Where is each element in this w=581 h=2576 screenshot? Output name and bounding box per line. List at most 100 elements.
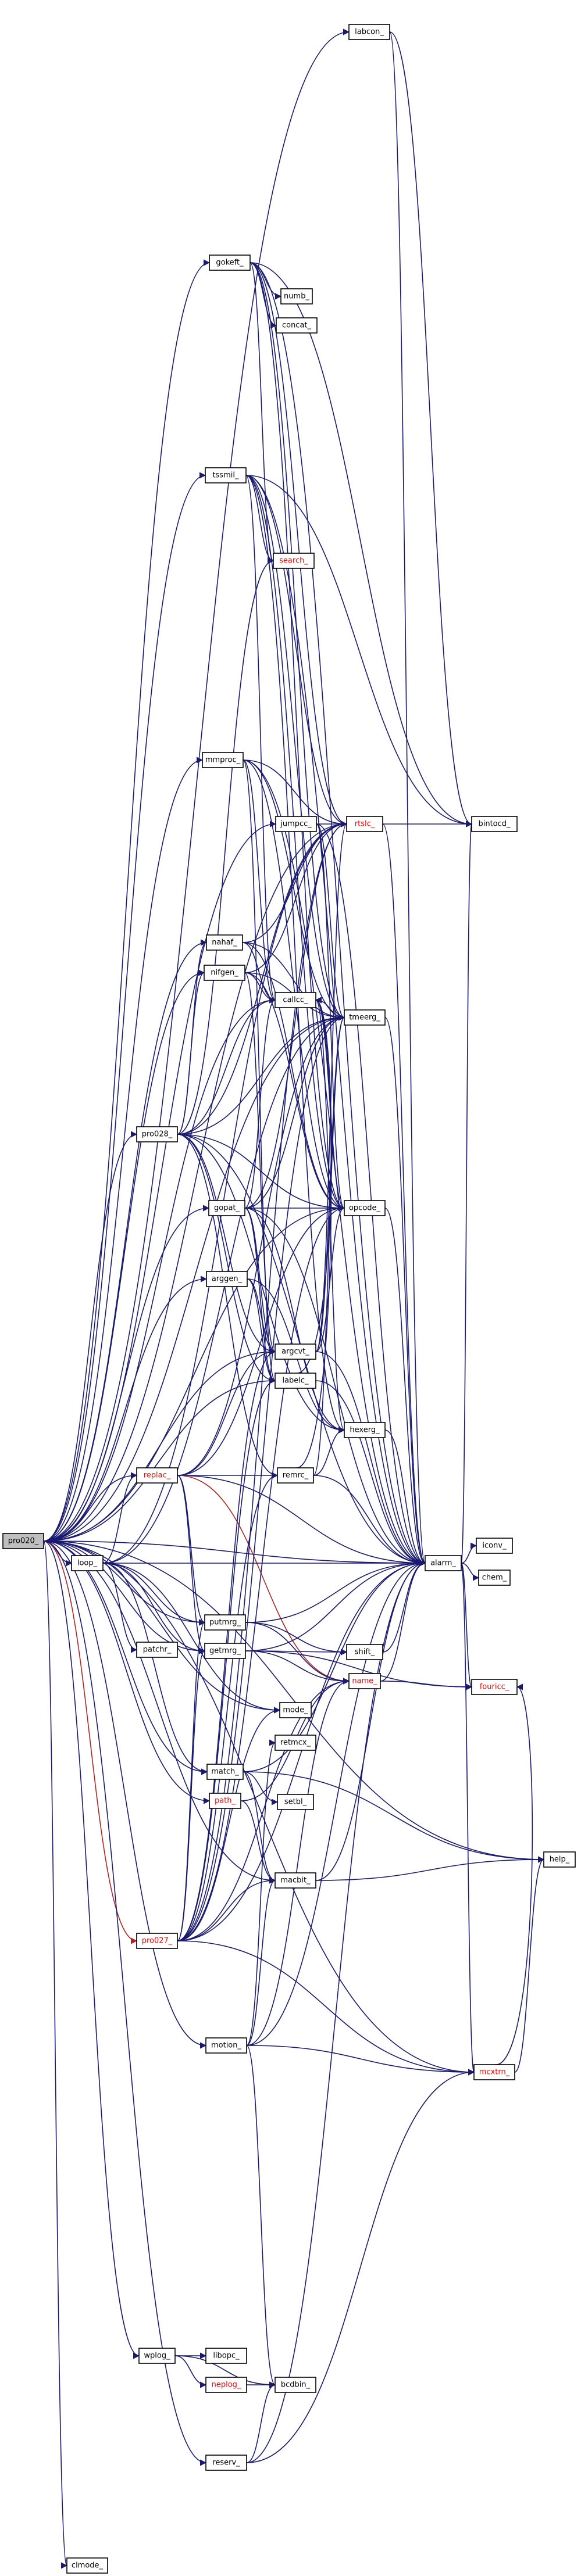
node-shift[interactable]: shift_	[346, 1644, 383, 1660]
node-remrc[interactable]: remrc_	[277, 1467, 314, 1484]
node-box-clmode[interactable]	[66, 2557, 108, 2574]
node-box-remrc[interactable]	[277, 1467, 314, 1484]
node-box-gokeft[interactable]	[209, 255, 251, 271]
node-box-patchr[interactable]	[136, 1642, 178, 1658]
node-pro020[interactable]: pro020_	[2, 1533, 44, 1549]
node-box-reserv[interactable]	[205, 2455, 247, 2471]
node-box-concat[interactable]	[276, 317, 318, 334]
node-box-macbit[interactable]	[275, 1872, 316, 1889]
node-box-rtslc[interactable]	[346, 816, 383, 832]
node-concat[interactable]: concat_	[276, 317, 318, 334]
node-box-replac[interactable]	[136, 1467, 178, 1484]
node-tssmil[interactable]: tssmil_	[205, 467, 247, 483]
node-box-numb[interactable]	[280, 288, 313, 304]
node-box-tssmil[interactable]	[205, 467, 247, 483]
node-box-bcdbin[interactable]	[275, 2377, 316, 2393]
node-box-chem[interactable]	[478, 1570, 511, 1586]
node-box-libopc[interactable]	[205, 2348, 247, 2364]
node-box-jumpcc[interactable]	[275, 816, 317, 832]
node-libopc[interactable]: libopc_	[205, 2348, 247, 2364]
node-nahaf[interactable]: nahaf_	[206, 934, 243, 951]
node-gopat[interactable]: gopat_	[208, 1200, 245, 1216]
node-rtslc[interactable]: rtslc_	[346, 816, 383, 832]
node-callcc[interactable]: callcc_	[275, 992, 316, 1008]
node-opcode[interactable]: opcode_	[344, 1200, 386, 1216]
node-help[interactable]: help_	[543, 1851, 576, 1868]
node-box-retmcx[interactable]	[275, 1735, 316, 1751]
node-wplog[interactable]: wplog_	[138, 2348, 176, 2364]
node-alarm[interactable]: alarm_	[425, 1555, 462, 1571]
node-mode[interactable]: mode_	[279, 1702, 312, 1718]
node-jumpcc[interactable]: jumpcc_	[275, 816, 317, 832]
node-box-iconv[interactable]	[476, 1538, 513, 1554]
node-tmeerg[interactable]: tmeerg_	[344, 1009, 386, 1026]
node-macbit[interactable]: macbit_	[275, 1872, 316, 1889]
node-box-setbl[interactable]	[277, 1794, 314, 1810]
node-box-nifgen[interactable]	[204, 965, 245, 981]
node-motion[interactable]: motion_	[205, 2037, 247, 2054]
node-box-wplog[interactable]	[138, 2348, 176, 2364]
node-fouricc[interactable]: fouricc_	[471, 1679, 518, 1695]
node-box-argcvt[interactable]	[275, 1343, 316, 1360]
node-box-mmproc[interactable]	[202, 752, 244, 768]
node-labelc[interactable]: labelc_	[275, 1373, 316, 1389]
node-bintocd[interactable]: bintocd_	[471, 816, 518, 832]
node-argcvt[interactable]: argcvt_	[275, 1343, 316, 1360]
node-nifgen[interactable]: nifgen_	[204, 965, 245, 981]
node-box-gopat[interactable]	[208, 1200, 245, 1216]
node-box-neplog[interactable]	[205, 2377, 247, 2393]
node-bcdbin[interactable]: bcdbin_	[275, 2377, 316, 2393]
node-path[interactable]: path_	[209, 1793, 241, 1809]
node-labcon[interactable]: labcon_	[348, 24, 390, 40]
node-box-motion[interactable]	[205, 2037, 247, 2054]
node-box-getmrg[interactable]	[204, 1643, 246, 1659]
node-box-fouricc[interactable]	[471, 1679, 518, 1695]
node-numb[interactable]: numb_	[280, 288, 313, 304]
node-box-help[interactable]	[543, 1851, 576, 1868]
node-box-name[interactable]	[348, 1673, 381, 1689]
node-box-pro020[interactable]	[2, 1533, 44, 1549]
node-loop[interactable]: loop_	[71, 1555, 104, 1571]
node-gokeft[interactable]: gokeft_	[209, 255, 251, 271]
node-box-bintocd[interactable]	[471, 816, 518, 832]
node-box-mcxtrn[interactable]	[473, 2064, 515, 2080]
node-box-path[interactable]	[209, 1793, 241, 1809]
node-pro028[interactable]: pro028_	[136, 1126, 178, 1142]
node-box-alarm[interactable]	[425, 1555, 462, 1571]
node-box-hexerg[interactable]	[344, 1422, 386, 1438]
node-mcxtrn[interactable]: mcxtrn_	[473, 2064, 515, 2080]
node-box-labcon[interactable]	[348, 24, 390, 40]
node-box-pro027[interactable]	[136, 1933, 178, 1949]
node-box-search[interactable]	[273, 553, 315, 569]
node-replac[interactable]: replac_	[136, 1467, 178, 1484]
node-box-shift[interactable]	[346, 1644, 383, 1660]
node-box-tmeerg[interactable]	[344, 1009, 386, 1026]
node-match[interactable]: match_	[206, 1764, 244, 1780]
node-neplog[interactable]: neplog_	[205, 2377, 247, 2393]
node-patchr[interactable]: patchr_	[136, 1642, 178, 1658]
node-iconv[interactable]: iconv_	[476, 1538, 513, 1554]
node-box-opcode[interactable]	[344, 1200, 386, 1216]
node-retmcx[interactable]: retmcx_	[275, 1735, 316, 1751]
node-getmrg[interactable]: getmrg_	[204, 1643, 246, 1659]
node-arggen[interactable]: arggen_	[206, 1271, 248, 1287]
node-putmrg[interactable]: putmrg_	[204, 1614, 246, 1631]
node-box-pro028[interactable]	[136, 1126, 178, 1142]
node-box-labelc[interactable]	[275, 1373, 316, 1389]
node-name[interactable]: name_	[348, 1673, 381, 1689]
node-box-mode[interactable]	[279, 1702, 312, 1718]
node-chem[interactable]: chem_	[478, 1570, 511, 1586]
node-box-loop[interactable]	[71, 1555, 104, 1571]
node-pro027[interactable]: pro027_	[136, 1933, 178, 1949]
node-reserv[interactable]: reserv_	[205, 2455, 247, 2471]
node-search[interactable]: search_	[273, 553, 315, 569]
node-hexerg[interactable]: hexerg_	[344, 1422, 386, 1438]
node-box-callcc[interactable]	[275, 992, 316, 1008]
node-box-arggen[interactable]	[206, 1271, 248, 1287]
node-box-match[interactable]	[206, 1764, 244, 1780]
node-box-putmrg[interactable]	[204, 1614, 246, 1631]
node-mmproc[interactable]: mmproc_	[202, 752, 244, 768]
node-clmode[interactable]: clmode_	[66, 2557, 108, 2574]
node-box-nahaf[interactable]	[206, 934, 243, 951]
node-setbl[interactable]: setbl_	[277, 1794, 314, 1810]
